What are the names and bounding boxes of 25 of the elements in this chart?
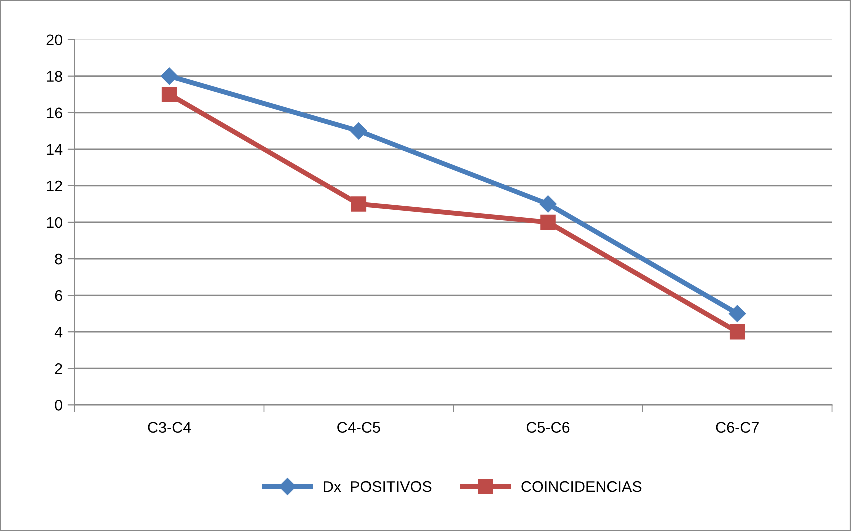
y-tick-label: 12 bbox=[47, 180, 62, 192]
point bbox=[162, 86, 178, 102]
y-tick-label: 0 bbox=[55, 400, 62, 411]
point bbox=[730, 324, 746, 340]
y-tick-label: 6 bbox=[55, 290, 62, 302]
y-tick-label: 20 bbox=[46, 34, 62, 46]
x-tick-label: C6-C7 bbox=[716, 422, 759, 434]
legend-label: COINCIDENCIAS bbox=[522, 481, 642, 492]
point bbox=[161, 68, 178, 85]
y-tick-label: 2 bbox=[55, 363, 62, 374]
x-tick-label: C5-C6 bbox=[526, 422, 570, 434]
y-tick-label: 8 bbox=[55, 254, 62, 265]
y-tick-label: 18 bbox=[47, 71, 62, 82]
x-tick-label: C3-C4 bbox=[148, 422, 192, 434]
y-tick-label: 4 bbox=[54, 327, 63, 338]
point bbox=[540, 214, 556, 230]
legend-label: Dx POSITIVOS bbox=[324, 481, 432, 492]
point bbox=[729, 305, 746, 322]
x-tick-label: C4-C5 bbox=[338, 422, 380, 434]
y-tick-label: 10 bbox=[47, 217, 62, 228]
y-tick-label: 16 bbox=[47, 108, 62, 119]
point bbox=[350, 122, 368, 140]
y-tick-label: 14 bbox=[47, 144, 63, 155]
point bbox=[351, 196, 367, 212]
point bbox=[540, 196, 557, 213]
